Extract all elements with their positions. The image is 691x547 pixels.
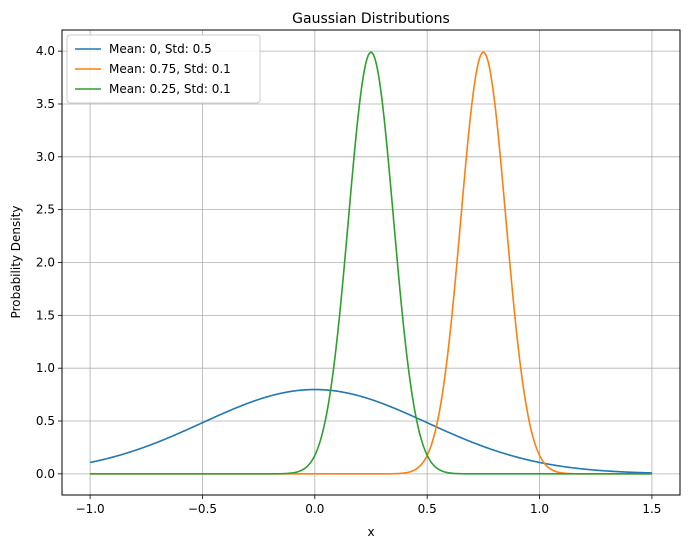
y-tick-label: 0.5 xyxy=(36,414,55,428)
y-tick-label: 0.0 xyxy=(36,467,55,481)
x-axis-ticks: −1.0 −0.5 0.0 0.5 1.0 1.5 xyxy=(76,495,661,516)
y-tick-label: 3.5 xyxy=(36,97,55,111)
y-tick-label: 2.0 xyxy=(36,256,55,270)
y-axis-ticks: 0.0 0.5 1.0 1.5 2.0 2.5 3.0 3.5 4.0 xyxy=(36,44,62,481)
grid xyxy=(62,30,680,495)
y-tick-label: 1.0 xyxy=(36,361,55,375)
legend-entry: Mean: 0.75, Std: 0.1 xyxy=(109,62,231,76)
x-tick-label: 1.0 xyxy=(530,502,549,516)
legend-entry: Mean: 0, Std: 0.5 xyxy=(109,42,212,56)
series-line-3 xyxy=(90,51,652,475)
x-tick-label: 0.0 xyxy=(305,502,324,516)
legend-entry: Mean: 0.25, Std: 0.1 xyxy=(109,82,231,96)
series-line-1 xyxy=(89,388,652,474)
legend-box xyxy=(66,34,261,104)
y-tick-label: 1.5 xyxy=(36,308,55,322)
y-tick-label: 2.5 xyxy=(36,203,55,217)
legend: Mean: 0, Std: 0.5 Mean: 0.75, Std: 0.1 Mea… xyxy=(66,34,261,104)
x-tick-label: −0.5 xyxy=(188,502,217,516)
y-tick-label: 3.0 xyxy=(36,150,55,164)
y-tick-label: 4.0 xyxy=(36,44,55,58)
y-axis-label: Probability Density xyxy=(9,206,23,319)
chart-title: Gaussian Distributions xyxy=(292,11,450,27)
x-tick-label: 1.5 xyxy=(642,502,661,516)
x-tick-label: −1.0 xyxy=(76,502,105,516)
series-line-2 xyxy=(90,51,652,475)
x-tick-label: 0.5 xyxy=(418,502,437,516)
series-layer xyxy=(89,51,652,475)
x-axis-label: x xyxy=(367,525,374,539)
